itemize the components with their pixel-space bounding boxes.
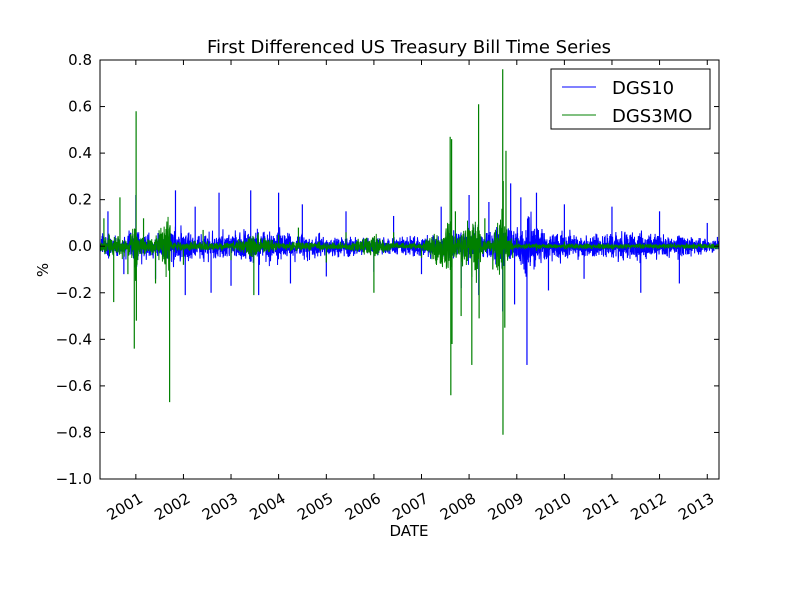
y-tick-label: 0.6 bbox=[68, 98, 92, 116]
y-tick-label: 0.2 bbox=[68, 191, 92, 209]
y-tick-label: −0.2 bbox=[56, 284, 92, 302]
y-tick-label: −1.0 bbox=[56, 470, 92, 488]
y-tick-label: 0.8 bbox=[68, 51, 92, 69]
y-tick-label: −0.6 bbox=[56, 377, 92, 395]
chart-title: First Differenced US Treasury Bill Time … bbox=[207, 37, 611, 58]
y-tick-label: −0.8 bbox=[56, 423, 92, 441]
legend-box bbox=[550, 68, 711, 130]
series-dgs3mo bbox=[100, 69, 719, 435]
y-axis-label: % bbox=[34, 263, 52, 277]
y-tick-label: 0.0 bbox=[68, 237, 92, 255]
legend-label-dgs10: DGS10 bbox=[612, 78, 674, 99]
legend-label-dgs3mo: DGS3MO bbox=[612, 106, 692, 127]
y-tick-label: 0.4 bbox=[68, 144, 92, 162]
y-tick-label: −0.4 bbox=[56, 330, 92, 348]
plot-frame bbox=[99, 59, 720, 480]
legend: DGS10 DGS3MO bbox=[550, 68, 711, 130]
x-axis-label: DATE bbox=[389, 522, 428, 540]
series-line-dgs3mo bbox=[100, 208, 719, 283]
